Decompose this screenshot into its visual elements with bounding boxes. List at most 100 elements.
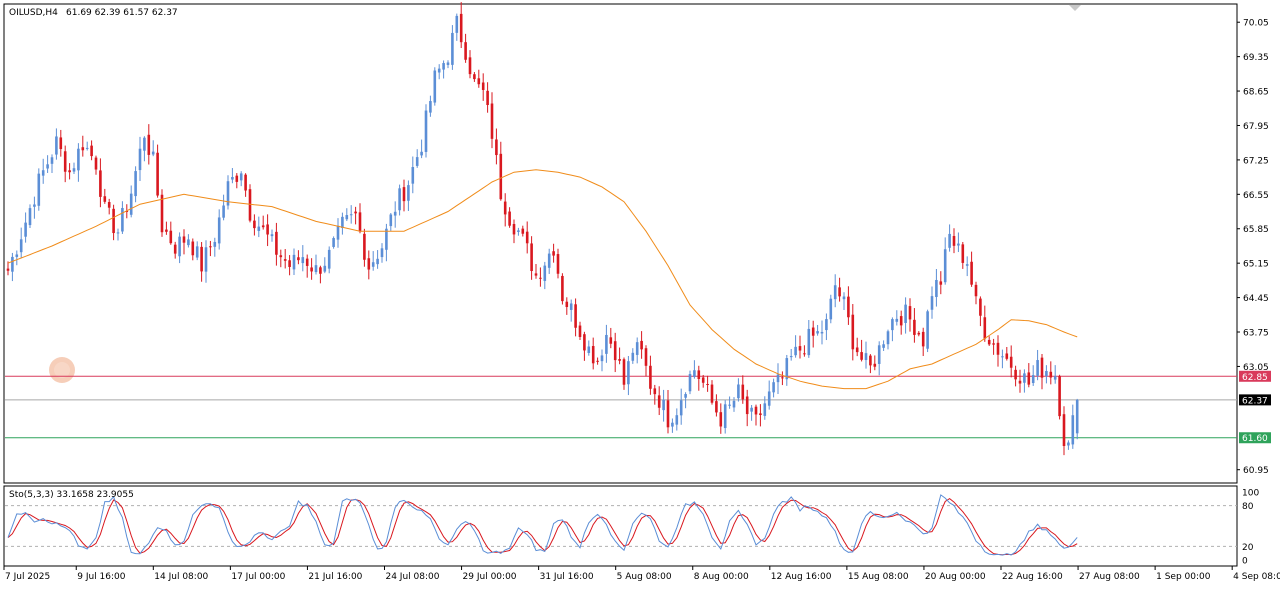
candle: [688, 370, 692, 395]
candle-body: [671, 422, 674, 427]
candle: [433, 67, 437, 106]
candle: [767, 380, 771, 410]
candle-body: [833, 285, 837, 300]
candle-body: [173, 244, 177, 254]
candle: [820, 320, 824, 345]
candle-body: [1062, 414, 1066, 446]
candle-body: [345, 215, 349, 220]
candle: [671, 418, 674, 433]
candle-body: [327, 249, 331, 269]
candle: [341, 212, 344, 235]
candle: [1014, 365, 1017, 387]
candles-group: [6, 2, 1079, 456]
candle: [385, 223, 388, 262]
candle: [55, 128, 58, 160]
candle-body: [530, 243, 533, 272]
candle-body: [873, 363, 877, 367]
moving-average-line: [7, 169, 1078, 390]
candle: [85, 141, 89, 151]
candle: [209, 240, 212, 257]
candle: [354, 206, 357, 225]
candle: [525, 221, 529, 254]
candle-body: [310, 267, 313, 272]
candle: [503, 193, 507, 227]
candle-body: [37, 173, 41, 206]
candle: [613, 332, 617, 373]
candle: [996, 335, 1000, 367]
candle: [926, 309, 929, 353]
price-tick-label: 63.75: [1243, 329, 1269, 339]
candle: [455, 13, 459, 41]
candle: [627, 355, 630, 396]
candle-body: [182, 236, 186, 243]
candle: [873, 355, 877, 371]
candle: [913, 308, 916, 343]
candle: [253, 214, 256, 236]
candle-body: [503, 201, 507, 215]
candle: [517, 227, 520, 236]
candle: [1001, 349, 1004, 369]
candle-body: [68, 170, 71, 173]
candle-body: [996, 342, 1000, 355]
candle-body: [600, 355, 604, 362]
candle-body: [781, 377, 784, 379]
time-tick-label: 17 Jul 00:00: [231, 572, 285, 582]
candle-body: [820, 331, 824, 334]
candle: [367, 250, 371, 280]
time-tick-label: 29 Jul 00:00: [463, 572, 517, 582]
candle: [305, 254, 309, 278]
candle-body: [411, 167, 415, 184]
candle: [490, 92, 494, 149]
candle-body: [15, 254, 19, 257]
candle: [974, 281, 978, 305]
candle-body: [283, 259, 287, 261]
candle-body: [363, 233, 366, 260]
candle: [886, 329, 890, 350]
candle: [301, 245, 305, 272]
candle-body: [209, 246, 212, 248]
candle-body: [129, 193, 133, 215]
candle: [345, 208, 349, 222]
candle-body: [279, 255, 283, 258]
price-tick-label: 69.35: [1243, 53, 1269, 63]
candle-body: [389, 214, 393, 227]
candle-body: [19, 239, 23, 253]
candle-body: [715, 401, 718, 413]
candle: [869, 354, 872, 374]
candle: [693, 360, 696, 379]
candle: [631, 348, 635, 364]
candle: [336, 218, 340, 248]
candle-body: [468, 57, 472, 75]
shift-marker-icon[interactable]: [1069, 5, 1081, 11]
candle: [635, 337, 639, 364]
candle-body: [926, 311, 929, 349]
candle: [1018, 369, 1022, 393]
candle: [825, 313, 828, 341]
candle-body: [187, 239, 190, 246]
candle: [477, 69, 481, 88]
candle-body: [842, 296, 846, 300]
candle-body: [899, 316, 903, 326]
candle-body: [882, 344, 885, 348]
candle-body: [904, 304, 907, 323]
candle-body: [750, 407, 753, 412]
candle: [904, 297, 907, 334]
candle-body: [688, 374, 692, 392]
candle-body: [160, 194, 164, 233]
candle-body: [147, 134, 151, 155]
candle-body: [437, 68, 441, 73]
candle-body: [957, 243, 960, 246]
candle-body: [763, 403, 767, 416]
candle: [723, 400, 727, 434]
candle: [605, 324, 608, 363]
candle: [891, 317, 894, 342]
candle-body: [477, 78, 481, 85]
candle-body: [512, 224, 516, 235]
candle-body: [640, 340, 643, 350]
price-tick-label: 65.15: [1243, 260, 1269, 270]
candle-body: [112, 208, 115, 234]
candle-body: [217, 217, 221, 244]
candle-body: [776, 374, 780, 383]
candle: [1071, 404, 1075, 449]
candle-body: [41, 170, 45, 176]
